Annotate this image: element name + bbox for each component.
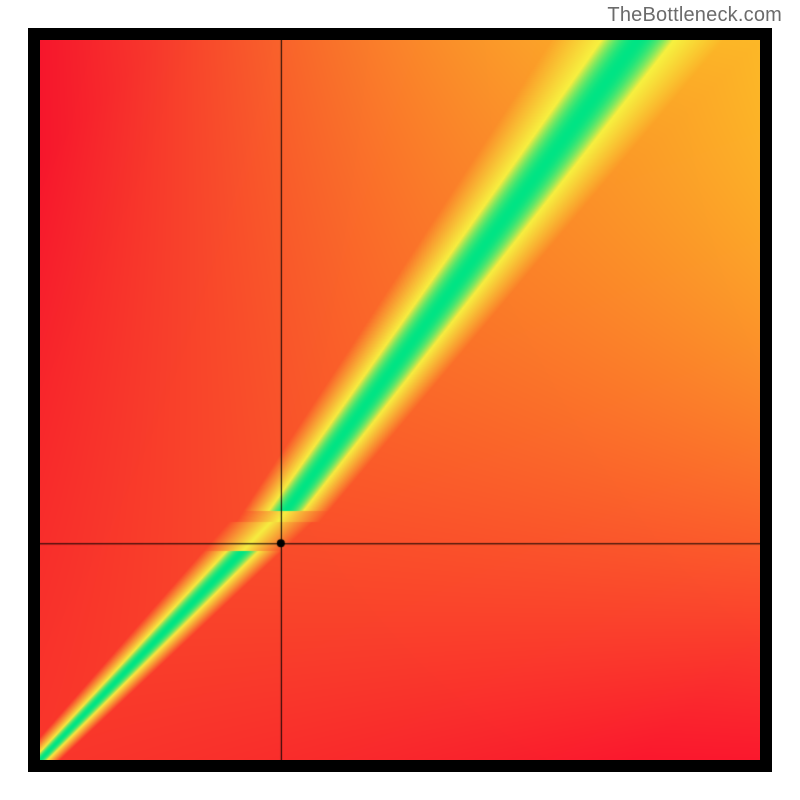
plot-area [40, 40, 760, 760]
heatmap-canvas [40, 40, 760, 760]
plot-frame [28, 28, 772, 772]
watermark-text: TheBottleneck.com [607, 4, 782, 27]
chart-container: TheBottleneck.com [0, 0, 800, 800]
